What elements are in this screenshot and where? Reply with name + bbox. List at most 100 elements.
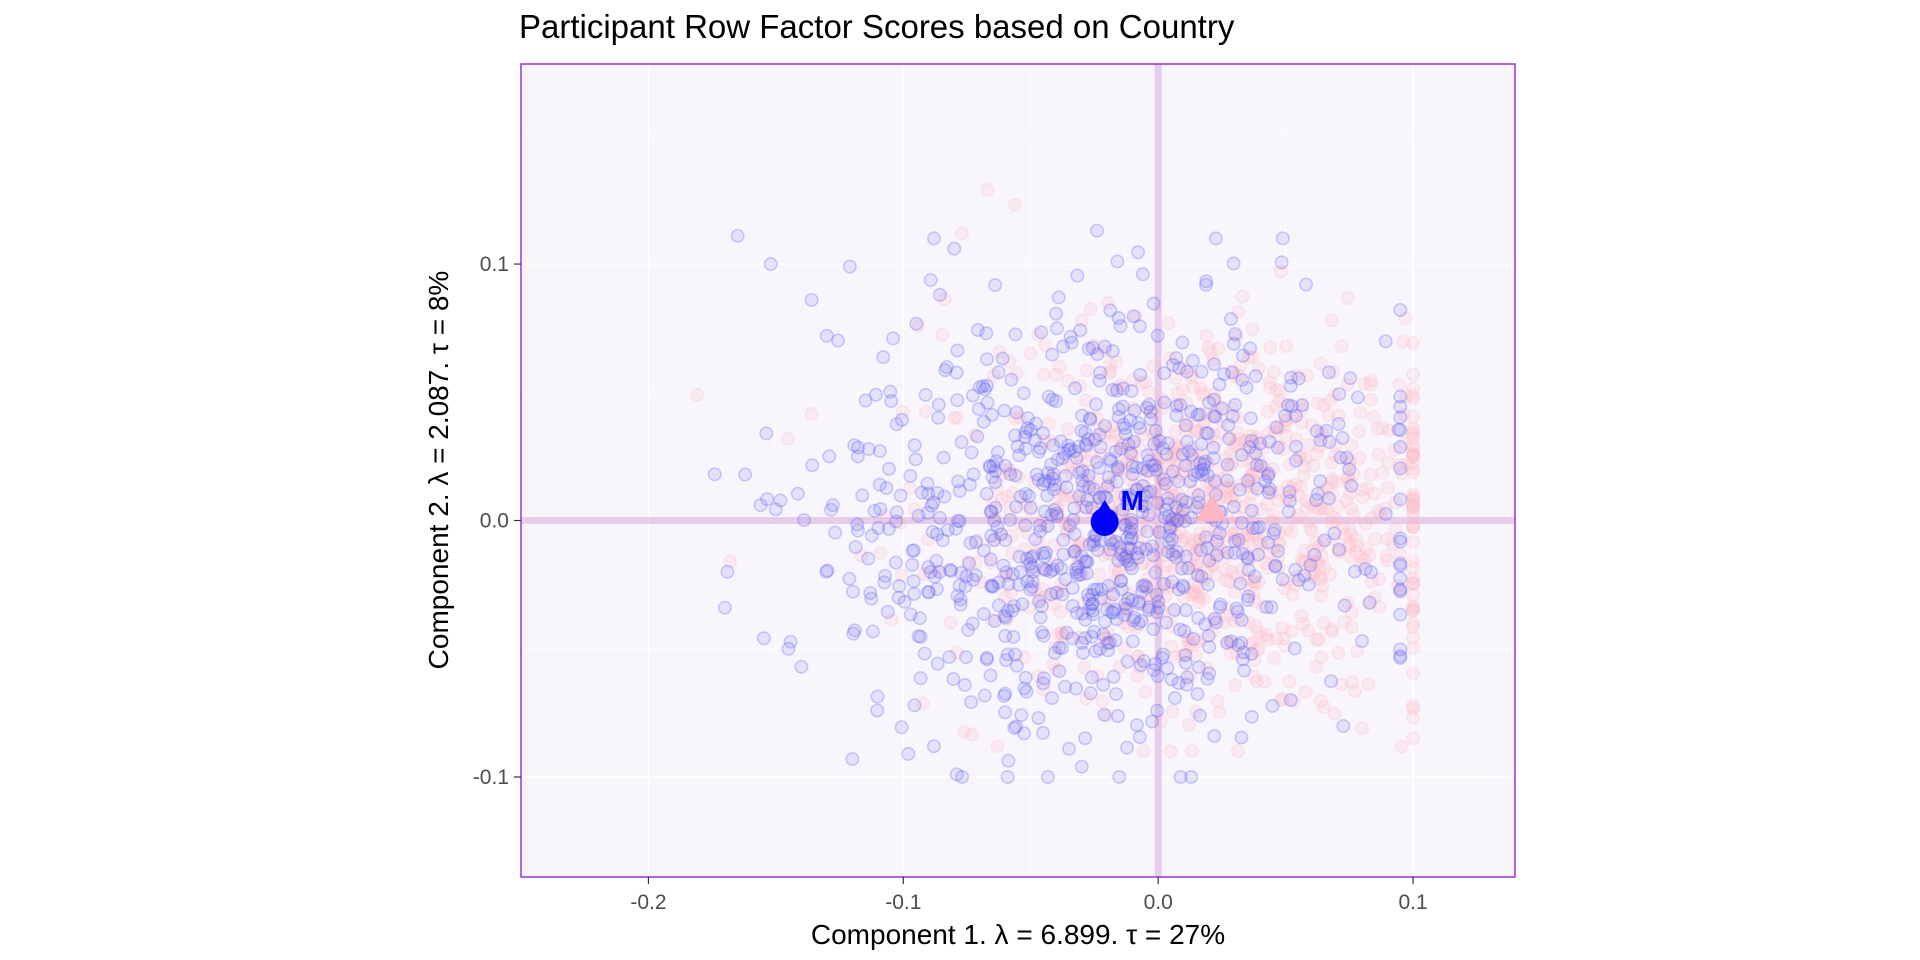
data-point-blue [825,498,840,513]
data-point-pink [1207,476,1222,491]
data-point-pink [1406,619,1421,634]
data-point-pink [1361,677,1376,692]
data-point-blue [872,477,887,492]
data-point-blue [1270,440,1285,455]
data-point-blue [994,527,1009,542]
data-point-blue [1130,546,1145,561]
data-point-pink [1200,455,1215,470]
data-point-pink [1205,624,1220,639]
data-point-pink [1273,385,1288,400]
data-point-blue [1125,634,1140,649]
data-point-blue [998,653,1013,668]
data-point-pink [1174,498,1189,513]
data-point-blue [1087,582,1102,597]
data-point-blue [1031,472,1046,487]
data-point-blue [1177,624,1192,639]
data-point-pink [1165,605,1180,620]
data-point-blue [1008,327,1023,342]
data-point-pink [1178,530,1193,545]
data-point-pink [1406,448,1421,463]
data-point-pink [1273,264,1288,279]
data-point-blue [753,498,768,513]
data-point-pink [1231,304,1246,319]
data-point-blue [948,521,963,536]
data-point-blue [1116,417,1131,432]
data-point-pink [1129,488,1144,503]
data-point-blue [1034,625,1049,640]
data-point-pink [1184,370,1199,385]
data-point-pink [1193,446,1208,461]
data-point-blue [1018,425,1033,440]
data-point-pink [1279,428,1294,443]
data-point-blue [1332,387,1347,402]
data-point-blue [979,486,994,501]
data-point-pink [1148,486,1163,501]
data-point-pink [1164,522,1179,537]
data-point-blue [1123,525,1138,540]
data-point-blue [1028,532,1043,547]
data-point-blue [820,563,835,578]
data-point-pink [1388,495,1403,510]
data-point-pink [1023,346,1038,361]
data-point-pink [894,568,909,583]
data-point-blue [991,598,1006,613]
data-point-pink [1157,548,1172,563]
data-point-blue [1270,543,1285,558]
data-point-pink [1004,585,1019,600]
data-point-pink [915,696,930,711]
data-point-blue [1045,347,1060,362]
data-point-pink [1146,358,1161,373]
data-point-blue [1202,553,1217,568]
data-point-blue [1024,550,1039,565]
data-point-pink [1095,694,1110,709]
data-point-pink [1147,543,1162,558]
data-point-pink [1286,694,1301,709]
data-point-pink [1008,197,1023,212]
y-axis: -0.10.00.1 [473,253,521,789]
data-point-pink [1394,739,1409,754]
data-point-pink [1257,674,1272,689]
data-point-blue [990,519,1005,534]
data-point-blue [1075,645,1090,660]
data-point-pink [1292,450,1307,465]
data-point-pink [1364,574,1379,589]
data-point-blue [1025,560,1040,575]
data-point-pink [1175,505,1190,520]
data-point-pink [1167,445,1182,460]
data-point-blue [1070,568,1085,583]
data-point-pink [1257,461,1272,476]
data-point-blue [864,591,879,606]
data-point-blue [1130,482,1145,497]
data-point-blue [1190,686,1205,701]
data-point-pink [1217,470,1232,485]
data-point-blue [1107,602,1122,617]
data-point-blue [1190,568,1205,583]
data-point-pink [1170,529,1185,544]
data-point-pink [1406,487,1421,502]
data-point-blue [1031,444,1046,459]
data-point-blue [1111,553,1126,568]
data-point-pink [1131,522,1146,537]
data-point-pink [1050,507,1065,522]
data-point-blue [1196,462,1211,477]
data-point-pink [1027,546,1042,561]
data-point-blue [1105,344,1120,359]
data-point-blue [982,458,997,473]
data-point-blue [1017,681,1032,696]
data-point-blue [1283,370,1298,385]
data-point-blue [1045,562,1060,577]
data-point-blue [876,350,891,365]
data-point-blue [958,650,973,665]
data-point-blue [1045,471,1060,486]
data-point-pink [1149,503,1164,518]
data-point-blue [1155,441,1170,456]
data-point-pink [1265,462,1280,477]
data-point-blue [1393,650,1408,665]
data-point-pink [1201,534,1216,549]
data-point-pink [907,502,922,517]
data-point-blue [1393,440,1408,455]
data-point-blue [1249,521,1264,536]
data-point-blue [1222,431,1237,446]
data-point-blue [1105,382,1120,397]
data-point-pink [1014,518,1029,533]
